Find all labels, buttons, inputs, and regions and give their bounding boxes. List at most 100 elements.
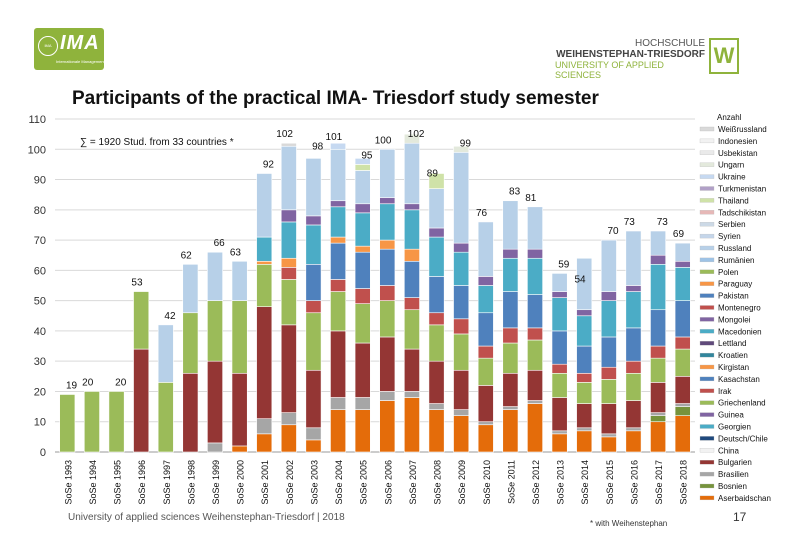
bar-segment <box>576 345 593 374</box>
legend-swatch <box>699 495 715 501</box>
bar-segment <box>330 397 347 410</box>
bar-segment <box>576 403 593 429</box>
bar-segment <box>280 221 297 259</box>
total-label: 70 <box>607 226 619 237</box>
bar-segment <box>674 348 691 377</box>
bar-segment <box>280 145 297 211</box>
legend-swatch <box>699 245 715 251</box>
bar-segment <box>379 400 396 453</box>
bar-segment <box>453 152 470 244</box>
bar-segment <box>280 257 297 268</box>
bar-segment <box>403 203 420 211</box>
bar-segment <box>551 273 568 292</box>
x-tick-label: SoSe 2004 <box>334 460 344 505</box>
total-label: 89 <box>427 169 439 180</box>
x-tick-label: SoSe 2003 <box>309 460 319 505</box>
legend-swatch <box>699 281 715 286</box>
university-logo-line1: HOCHSCHULE <box>634 38 705 49</box>
bar-segment <box>305 439 322 453</box>
bar-segment <box>305 215 322 226</box>
legend-label: Lettland <box>718 339 746 348</box>
legend-label: Georgien <box>718 423 751 432</box>
legend-swatch <box>699 471 715 477</box>
x-tick-label: SoSe 2000 <box>236 460 246 505</box>
bar-segment <box>527 369 543 401</box>
bar-segment <box>551 397 568 432</box>
bar-segment <box>551 291 568 298</box>
x-tick-label: SoSe 2009 <box>457 460 467 505</box>
legend-label: Macedonien <box>718 327 762 336</box>
legend-swatch <box>699 317 715 322</box>
bar-segment <box>502 291 519 329</box>
bar-segment <box>650 264 667 311</box>
bar-segment <box>256 418 273 435</box>
legend-label: Ungarn <box>718 161 744 170</box>
x-tick-label: SoSe 2006 <box>383 460 393 505</box>
x-tick-label: SoSe 2008 <box>433 460 443 505</box>
legend-swatch <box>699 174 715 179</box>
bar-segment <box>502 409 519 453</box>
bar-segment <box>625 285 642 292</box>
bar-segment <box>453 285 470 320</box>
bar-segment <box>527 339 543 371</box>
x-tick-label: SoSe 2013 <box>556 460 566 505</box>
bar-segment <box>674 260 691 268</box>
bar-segment <box>428 227 445 238</box>
total-label: 20 <box>115 377 127 388</box>
total-label: 20 <box>82 377 94 388</box>
bar-segment <box>354 409 371 453</box>
bar-segment <box>182 372 199 453</box>
bar-segment <box>527 403 543 453</box>
bar-segment <box>403 142 420 205</box>
bar-segment <box>600 433 617 438</box>
legend-label: China <box>718 446 739 455</box>
total-label: 62 <box>181 250 193 261</box>
total-label: 59 <box>558 259 570 270</box>
bar-segment <box>354 158 371 165</box>
bar-segment <box>379 300 396 338</box>
total-label: 53 <box>131 278 143 289</box>
bar-segment <box>527 294 543 329</box>
legend-label: Kasachstan <box>718 375 760 384</box>
bar-segment <box>256 173 273 238</box>
bar-segment <box>428 276 445 314</box>
total-label: 98 <box>312 141 324 152</box>
bar-segment <box>330 242 347 280</box>
legend-swatch <box>699 186 715 191</box>
bar-segment <box>330 206 347 238</box>
x-tick-label: SoSe 1997 <box>162 460 172 505</box>
bar-segment <box>403 248 420 262</box>
y-tick-label: 110 <box>28 114 46 126</box>
bar-segment <box>305 312 322 371</box>
total-label: 81 <box>525 193 537 204</box>
x-tick-label: SoSe 2018 <box>679 460 689 505</box>
total-label: 73 <box>657 217 669 228</box>
bar-segment <box>207 251 223 301</box>
bar-segment <box>305 264 322 301</box>
y-tick-label: 60 <box>34 265 46 277</box>
bar-segment <box>650 412 667 416</box>
legend-label: Brasilien <box>718 470 749 479</box>
total-label: 66 <box>214 238 226 249</box>
bar-segment <box>527 327 543 341</box>
legend-swatch <box>699 126 715 132</box>
bar-segment <box>280 324 297 413</box>
bar-segment <box>182 264 199 314</box>
bar-segment <box>354 170 371 205</box>
bar-segment <box>600 239 617 292</box>
bar-segment <box>157 382 174 453</box>
total-label: 95 <box>361 150 373 161</box>
bar-segment <box>527 257 543 295</box>
bar-segment <box>502 406 519 410</box>
total-label: 102 <box>408 129 425 140</box>
bar-segment <box>453 318 470 335</box>
bar-segment <box>157 324 174 383</box>
legend-label: Ukraine <box>718 173 746 182</box>
bar-segment <box>650 415 667 423</box>
legend-label: Montenegro <box>718 304 761 313</box>
bar-segment <box>502 342 519 374</box>
bar-segment <box>379 336 396 392</box>
bar-segment <box>354 203 371 214</box>
bar-segment <box>576 430 593 453</box>
bar-segment <box>305 224 322 265</box>
